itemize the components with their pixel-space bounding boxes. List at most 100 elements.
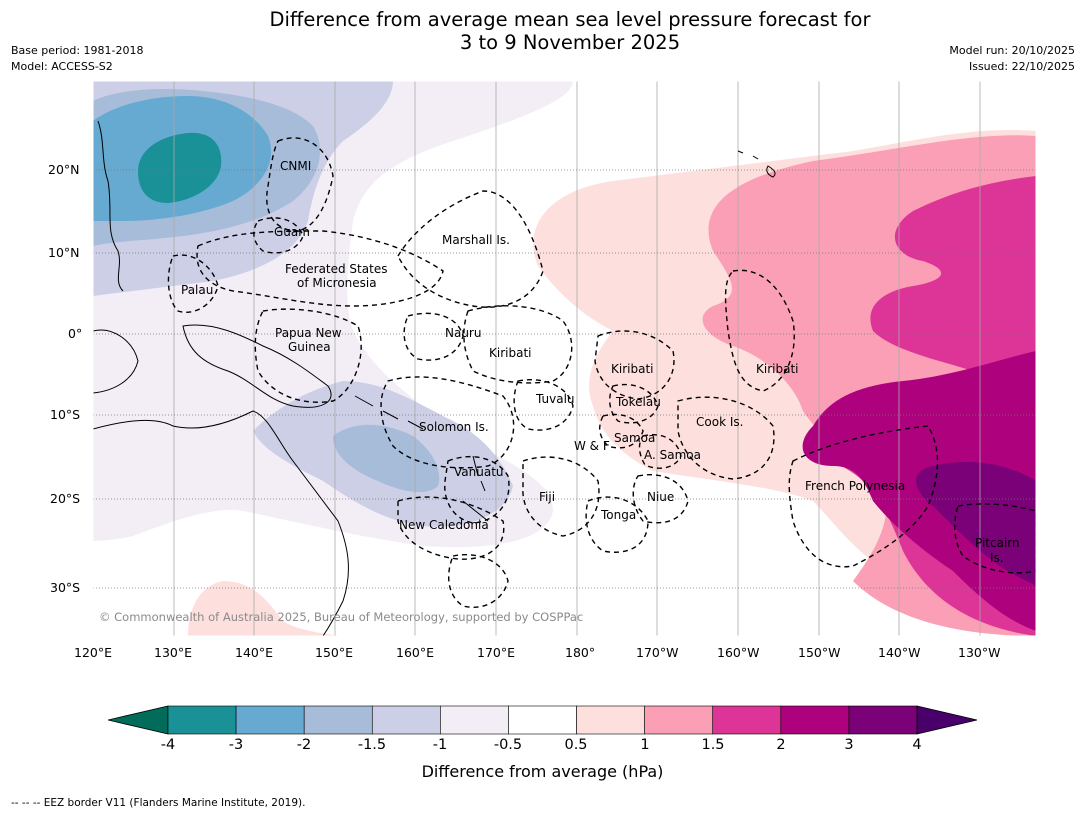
field-0.5-to-1-sw [188, 581, 353, 636]
colorbar-tick: -3 [228, 737, 244, 753]
coastlines [93, 120, 776, 636]
coast-vanuatu [472, 455, 486, 492]
label-pitcairn-1: Pitcairn [975, 536, 1020, 550]
lon-label-130e: 130°E [154, 645, 193, 660]
lon-label-150w: 150°W [798, 645, 841, 660]
label-new-caledonia: New Caledonia [399, 518, 489, 532]
model-run: Model run: 20/10/2025 [949, 44, 1075, 57]
lat-label-equator: 0° [68, 326, 83, 341]
coast-philippines [97, 120, 124, 292]
colorbar-segment [508, 705, 577, 735]
lon-label-140w: 140°W [878, 645, 921, 660]
lat-label-20s: 20°S [50, 491, 81, 506]
lat-gridlines [93, 169, 1036, 589]
colorbar-tick: 0.5 [564, 737, 588, 753]
lon-label-130w: 130°W [958, 645, 1001, 660]
field-3-to-4 [916, 461, 1036, 586]
colorbar-segment [712, 705, 782, 735]
colorbar-tick: -2 [296, 737, 312, 753]
meta-left: Base period: 1981-2018 Model: ACCESS-S2 [11, 43, 143, 75]
copyright-notice: © Commonwealth of Australia 2025, Bureau… [99, 610, 583, 624]
eez-samoa [599, 413, 644, 449]
eez-nauru [403, 312, 464, 361]
label-fsm-2: of Micronesia [297, 276, 377, 290]
lon-label-170w: 170°W [636, 645, 679, 660]
colorbar-segment [576, 705, 645, 735]
colorbar-over-arrow [916, 705, 978, 735]
chart-title: Difference from average mean sea level p… [0, 8, 1085, 54]
label-french-polynesia: French Polynesia [805, 479, 905, 493]
label-vanuatu: Vanuatu [454, 465, 504, 479]
eez-tuvalu [513, 379, 574, 431]
eez-palau [167, 254, 219, 313]
colorbar-tick: 4 [912, 737, 922, 753]
coast-australia [93, 410, 349, 636]
meta-right: Model run: 20/10/2025 Issued: 22/10/2025 [949, 43, 1075, 75]
label-guam: Guam [274, 225, 310, 239]
eez-tokelau [609, 383, 659, 424]
eez-new-caledonia [397, 496, 505, 560]
lon-label-160e: 160°E [396, 645, 435, 660]
label-american-samoa: A. Samoa [644, 448, 701, 462]
colorbar-segment [848, 705, 918, 735]
region-labels: CNMI Guam Marshall Is. Federated States … [181, 159, 1020, 565]
colorbar-tick: -4 [160, 737, 176, 753]
lon-label-120e: 120°E [74, 645, 113, 660]
colorbar-segment [167, 705, 237, 735]
colorbar-segment [644, 705, 714, 735]
eez-tonga [585, 496, 649, 553]
eez-kiribati-phoenix [594, 330, 675, 400]
colorbar-label: Difference from average (hPa) [421, 762, 664, 781]
lat-label-10s: 10°S [50, 407, 81, 422]
issued-date: Issued: 22/10/2025 [968, 60, 1075, 73]
lon-label-160w: 160°W [717, 645, 760, 660]
coast-new-guinea [182, 324, 332, 408]
label-fiji: Fiji [539, 490, 555, 504]
title-line-1: Difference from average mean sea level p… [269, 8, 871, 31]
eez-borders [167, 137, 1036, 608]
lat-label-10n: 10°N [48, 245, 80, 260]
label-niue: Niue [647, 490, 674, 504]
lat-label-30s: 30°S [50, 580, 81, 595]
eez-cook [677, 396, 775, 480]
colorbar-tick: 1 [640, 737, 650, 753]
colorbar [108, 705, 978, 735]
negative-anomaly-fields [93, 81, 573, 548]
field-minus1.5-to-minus2-south [333, 424, 440, 493]
label-samoa: Samoa [614, 431, 655, 445]
colorbar-tick: 3 [844, 737, 854, 753]
coast-new-caledonia [462, 500, 489, 522]
eez-guam [253, 217, 304, 254]
colorbar-tick: -1.5 [357, 737, 387, 753]
label-marshall: Marshall Is. [442, 233, 510, 247]
label-png-2: Guinea [288, 340, 331, 354]
eez-nz-kermadec [447, 554, 509, 608]
colorbar-tick: -1 [432, 737, 448, 753]
lon-label-140e: 140°E [235, 645, 274, 660]
label-tonga: Tonga [600, 508, 636, 522]
eez-marshall [397, 190, 544, 308]
colorbar-tick: 1.5 [701, 737, 725, 753]
label-kiribati-c: Kiribati [611, 362, 653, 376]
colorbar-segment [440, 705, 509, 735]
colorbar-tick: 2 [776, 737, 786, 753]
eez-kiribati-line [724, 269, 795, 392]
lat-label-20n: 20°N [48, 162, 80, 177]
coast-borneo [93, 329, 139, 394]
colorbar-segment [371, 705, 441, 735]
lon-label-180: 180° [565, 645, 596, 660]
label-solomon: Solomon Is. [419, 420, 489, 434]
label-tuvalu: Tuvalu [535, 392, 575, 406]
coast-hawaii [737, 150, 776, 178]
colorbar-segment [303, 705, 373, 735]
label-palau: Palau [181, 283, 213, 297]
label-cook: Cook Is. [696, 415, 743, 429]
gridlines [173, 81, 981, 636]
colorbar-under-arrow [108, 705, 169, 735]
base-period: Base period: 1981-2018 [11, 44, 144, 57]
eez-kiribati-gilbert [463, 305, 573, 384]
label-fsm-1: Federated States [285, 262, 387, 276]
eez-solomon [380, 376, 515, 469]
label-pitcairn-2: Is. [990, 551, 1004, 565]
label-nauru: Nauru [445, 326, 481, 340]
